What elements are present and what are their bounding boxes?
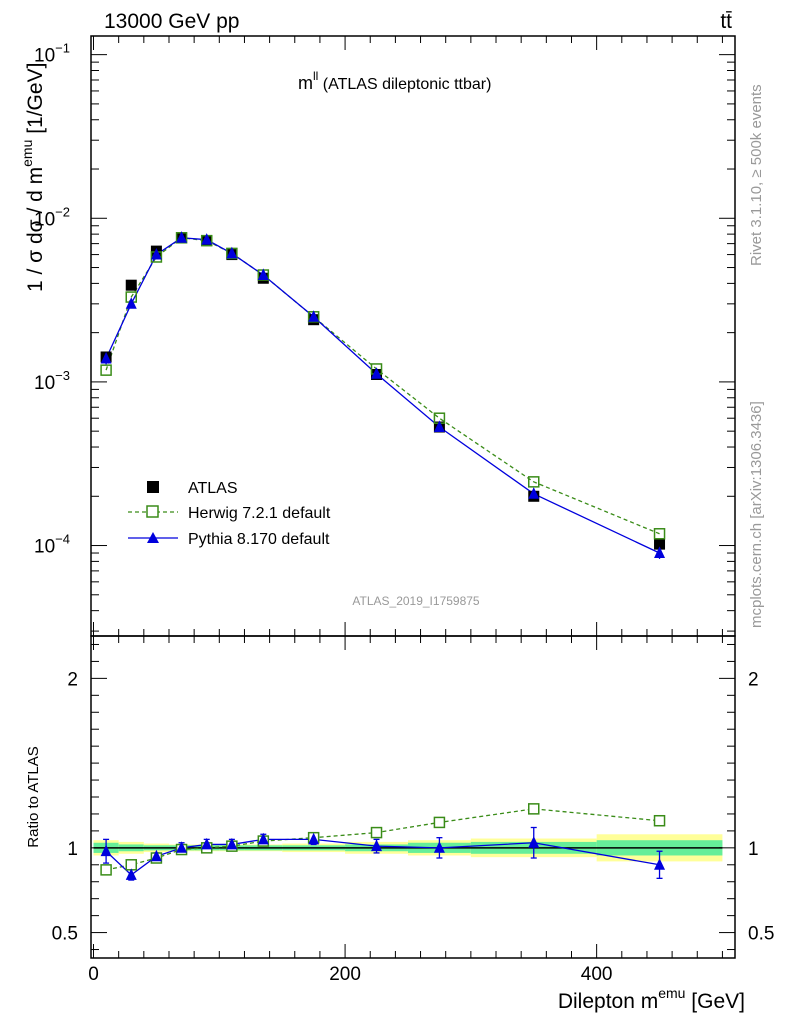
- main-y-tick-label: 10−3: [34, 368, 70, 394]
- pythia-ratio-point: [433, 841, 445, 853]
- main-y-tick-label: 10−4: [34, 532, 70, 558]
- tick-base: 10: [34, 373, 55, 394]
- title-m: m: [298, 73, 313, 93]
- ratio-y-tick-label-left: 1: [67, 839, 78, 860]
- pythia-ratio-point: [226, 837, 238, 850]
- pythia-line: [105, 237, 660, 554]
- main-y-axis-label: 1 / σ dσ / d memu [1/GeV]: [19, 63, 47, 292]
- ratio-y-tick-labels: 0.5 0.5 1 1 2 2: [52, 669, 775, 944]
- energy-label: 13000 GeV pp: [104, 10, 239, 33]
- tick-exponent: −4: [55, 532, 70, 547]
- pythia-point: [201, 233, 213, 245]
- atlas-point: [654, 538, 666, 550]
- pythia-ratio-point: [654, 858, 666, 870]
- pythia-point: [257, 268, 269, 280]
- ratio-series: [100, 803, 666, 881]
- mcplots-label: mcplots.cern.ch [arXiv:1306.3436]: [748, 401, 765, 628]
- title-desc: (ATLAS dileptonic ttbar): [318, 76, 491, 93]
- x-axis-label: Dilepton memu [GeV]: [558, 985, 745, 1013]
- herwig-point: [100, 364, 112, 376]
- pythia-ratio-point: [100, 844, 112, 857]
- pythia-ratio-point: [257, 832, 269, 845]
- legend-herwig-marker: [146, 505, 159, 518]
- herwig-line: [105, 237, 660, 535]
- legend-pythia-marker: [147, 532, 159, 543]
- x-tick-labels: 0 200 400: [88, 964, 612, 985]
- analysis-tag: ATLAS_2019_I1759875: [352, 594, 480, 608]
- tick-exponent: −2: [55, 204, 70, 219]
- legend: ATLAS Herwig 7.2.1 default Pythia 8.170 …: [128, 480, 331, 548]
- pythia-point: [226, 246, 238, 259]
- legend-atlas-marker: [147, 481, 159, 493]
- ylabel-sup: emu: [19, 140, 35, 167]
- herwig-ratio-point: [653, 814, 666, 827]
- pythia-point: [371, 367, 383, 379]
- pythia-point: [308, 310, 320, 322]
- tick-exponent: −3: [55, 368, 70, 383]
- herwig-ratio-point: [370, 826, 383, 839]
- herwig-ratio-point: [528, 803, 540, 815]
- ratio-panel-frame: [90, 635, 736, 959]
- ylabel-unit: [1/GeV]: [24, 63, 47, 140]
- main-y-tick-label: 10−2: [34, 204, 70, 230]
- tick-base: 10: [34, 46, 55, 67]
- pythia-ratio-point: [371, 839, 383, 852]
- pythia-point: [125, 297, 137, 309]
- tick-base: 10: [34, 537, 55, 558]
- herwig-ratio-point: [125, 859, 137, 871]
- xlabel-unit: [GeV]: [685, 990, 745, 1013]
- main-panel-title: mll (ATLAS dileptonic ttbar): [298, 69, 491, 93]
- x-tick-label: 0: [88, 964, 99, 985]
- axis-ticks: [91, 36, 735, 958]
- herwig-point: [653, 528, 666, 540]
- pythia-ratio-point: [308, 832, 320, 845]
- uncertainty-bands: [93, 834, 723, 862]
- pythia-point: [176, 231, 188, 243]
- rivet-label: Rivet 3.1.10, ≥ 500k events: [748, 84, 765, 266]
- pythia-point: [150, 247, 162, 260]
- ratio-y-tick-label-left: 2: [67, 669, 78, 690]
- ratio-y-axis-label: Ratio to ATLAS: [25, 746, 42, 847]
- pythia-ratio-point: [150, 849, 162, 862]
- legend-herwig-label: Herwig 7.2.1 default: [188, 505, 331, 522]
- herwig-ratio-line: [105, 808, 660, 871]
- xlabel-sup: emu: [658, 985, 685, 1001]
- x-tick-label: 200: [329, 964, 361, 985]
- main-y-tick-labels: 10−110−210−310−4: [34, 41, 70, 558]
- tick-base: 10: [34, 209, 55, 230]
- title-ll: ll: [313, 69, 318, 83]
- herwig-point: [528, 476, 540, 488]
- pythia-ratio-point: [125, 868, 137, 880]
- ratio-y-tick-label-left: 0.5: [52, 924, 78, 945]
- legend-pythia-label: Pythia 8.170 default: [188, 531, 330, 548]
- main-series: [100, 231, 666, 559]
- ratio-y-tick-label-right: 2: [748, 669, 759, 690]
- ylabel-main: 1 / σ dσ / d m: [24, 167, 47, 292]
- pythia-point: [433, 420, 445, 432]
- pythia-ratio-point: [201, 837, 213, 850]
- process-label: tt̄: [720, 10, 732, 33]
- herwig-ratio-point: [433, 816, 446, 829]
- ratio-y-tick-label-right: 1: [748, 839, 759, 860]
- x-tick-label: 400: [581, 964, 613, 985]
- ratio-y-tick-label-right: 0.5: [748, 924, 774, 945]
- xlabel-main: Dilepton m: [558, 990, 658, 1013]
- herwig-ratio-point: [100, 864, 112, 876]
- pythia-point: [654, 546, 666, 558]
- pythia-point: [528, 487, 540, 499]
- pythia-point: [100, 351, 112, 364]
- legend-atlas-label: ATLAS: [188, 480, 238, 497]
- tick-exponent: −1: [55, 41, 70, 56]
- main-y-tick-label: 10−1: [34, 41, 70, 67]
- atlas-point: [125, 279, 137, 291]
- pythia-ratio-point: [176, 841, 188, 853]
- pythia-ratio-point: [528, 836, 540, 848]
